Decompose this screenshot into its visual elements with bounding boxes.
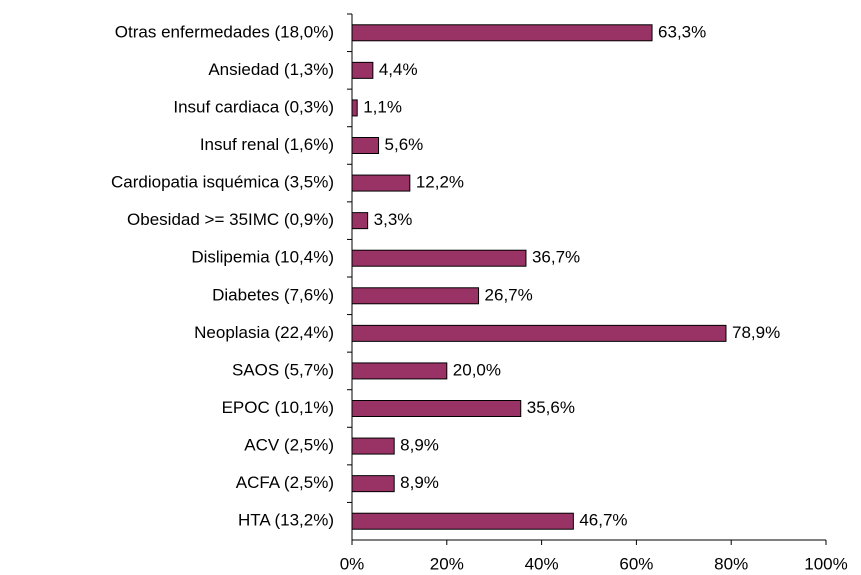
bar	[351, 437, 395, 455]
data-label: 78,9%	[732, 323, 780, 342]
y-tick-label: Neoplasia (22,4%)	[194, 323, 334, 342]
y-tick-label: Cardiopatia isquémica (3,5%)	[111, 173, 334, 192]
y-tick-label: Ansiedad (1,3%)	[208, 60, 334, 79]
bar	[351, 99, 358, 117]
data-label: 20,0%	[453, 360, 501, 379]
y-tick-label: HTA (13,2%)	[238, 511, 334, 530]
data-label: 3,3%	[374, 210, 413, 229]
x-tick-label: 20%	[430, 554, 464, 573]
y-tick-label: SAOS (5,7%)	[232, 360, 334, 379]
x-tick-label: 60%	[619, 554, 653, 573]
data-label: 4,4%	[379, 60, 418, 79]
bar	[351, 362, 448, 380]
data-label: 63,3%	[658, 22, 706, 41]
bar	[351, 324, 727, 342]
y-tick-label: Dislipemia (10,4%)	[191, 248, 334, 267]
data-label: 8,9%	[400, 473, 439, 492]
x-tick-label: 80%	[714, 554, 748, 573]
y-tick-label: ACFA (2,5%)	[236, 473, 334, 492]
bar	[351, 24, 653, 42]
y-tick-label: Insuf cardiaca (0,3%)	[173, 97, 334, 116]
bar	[351, 61, 374, 79]
y-tick-label: Otras enfermedades (18,0%)	[115, 22, 334, 41]
x-tick-label: 100%	[804, 554, 847, 573]
data-label: 36,7%	[532, 248, 580, 267]
bar	[351, 400, 522, 417]
data-label: 26,7%	[485, 285, 533, 304]
bar	[351, 212, 369, 230]
data-label: 46,7%	[579, 511, 627, 530]
bar	[351, 512, 574, 530]
bar	[351, 287, 480, 305]
y-tick-label: Diabetes (7,6%)	[212, 285, 334, 304]
bar	[351, 137, 380, 154]
x-tick-label: 0%	[340, 554, 365, 573]
bar	[351, 174, 411, 192]
data-label: 12,2%	[416, 173, 464, 192]
bar	[351, 475, 395, 493]
data-label: 1,1%	[363, 97, 402, 116]
data-label: 35,6%	[527, 398, 575, 417]
data-label: 5,6%	[385, 135, 424, 154]
y-tick-label: Insuf renal (1,6%)	[200, 135, 334, 154]
y-tick-label: EPOC (10,1%)	[222, 398, 334, 417]
y-tick-label: Obesidad >= 35IMC (0,9%)	[127, 210, 334, 229]
data-label: 8,9%	[400, 436, 439, 455]
y-tick-label: ACV (2,5%)	[244, 436, 334, 455]
x-tick-label: 40%	[525, 554, 559, 573]
bar	[351, 249, 527, 267]
